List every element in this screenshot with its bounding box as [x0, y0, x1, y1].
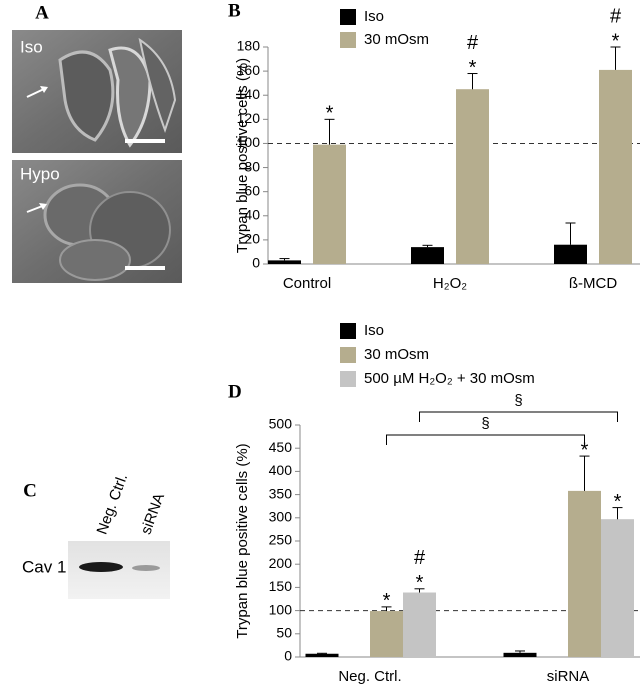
- image-label: Hypo: [20, 164, 60, 183]
- significance-mark: *: [469, 57, 477, 79]
- x-tick-label: Neg. Ctrl.: [338, 668, 401, 684]
- legend-label: Iso: [364, 8, 384, 25]
- panel-letter: C: [23, 480, 37, 501]
- micrograph: [12, 30, 182, 153]
- panel-letter: A: [35, 2, 49, 23]
- panel-letter: B: [228, 0, 241, 21]
- y-tick-label: 40: [244, 206, 260, 222]
- y-tick-label: 200: [269, 555, 293, 571]
- bar: [313, 144, 346, 264]
- bar: [411, 247, 444, 264]
- y-tick-label: 0: [252, 255, 260, 271]
- significance-mark: *: [581, 439, 589, 461]
- error-bar: [467, 73, 478, 90]
- blot: [68, 541, 170, 599]
- image-label: Iso: [20, 37, 43, 56]
- y-tick-label: 50: [276, 625, 292, 641]
- micrograph: [12, 160, 182, 283]
- significance-mark: #: [610, 5, 622, 27]
- lane-label: siRNA: [138, 491, 169, 537]
- error-bar: [381, 606, 392, 612]
- x-tick-label: ß-MCD: [569, 275, 617, 292]
- lane-label: Neg. Ctrl.: [94, 471, 132, 536]
- panel-letter: D: [228, 381, 242, 402]
- y-tick-label: 140: [237, 86, 261, 102]
- legend-label: 30 mOsm: [364, 31, 429, 48]
- y-tick-label: 350: [269, 485, 293, 501]
- y-axis-label: Trypan blue positive cells (%): [234, 443, 251, 638]
- legend-label: 500 µM H₂O₂ + 30 mOsm: [364, 370, 535, 387]
- y-tick-label: 20: [244, 231, 260, 247]
- y-tick-label: 300: [269, 509, 293, 525]
- error-bar: [565, 222, 576, 245]
- bar: [370, 611, 403, 657]
- y-axis-label: Trypan blue positive cells (%): [234, 58, 251, 253]
- legend-label: 30 mOsm: [364, 346, 429, 363]
- y-tick-label: 80: [244, 158, 260, 174]
- significance-mark: #: [467, 32, 479, 54]
- legend-swatch: [340, 9, 356, 25]
- bar: [599, 69, 632, 265]
- legend-swatch: [340, 371, 356, 387]
- bar: [305, 653, 339, 657]
- x-tick-label: siRNA: [547, 668, 590, 684]
- y-tick-label: 500: [269, 416, 293, 432]
- y-tick-label: 100: [237, 134, 261, 150]
- error-bar: [579, 455, 590, 491]
- significance-mark: *: [612, 30, 620, 52]
- bar: [456, 89, 489, 264]
- x-tick-label: H₂O₂: [433, 275, 467, 292]
- legend-swatch: [340, 347, 356, 363]
- y-tick-label: 0: [284, 648, 292, 664]
- bar: [568, 490, 601, 657]
- legend-label: Iso: [364, 322, 384, 339]
- bar: [403, 592, 436, 657]
- error-bar: [515, 650, 525, 653]
- y-tick-label: 450: [269, 439, 293, 455]
- protein-label: Cav 1: [22, 557, 66, 576]
- y-tick-label: 400: [269, 462, 293, 478]
- bar: [503, 652, 537, 657]
- significance-mark: *: [416, 572, 424, 594]
- comparison-bracket: [386, 434, 585, 445]
- y-tick-label: 100: [269, 601, 293, 617]
- x-tick-label: Control: [283, 275, 331, 292]
- legend-swatch: [340, 323, 356, 339]
- error-bar: [414, 588, 425, 593]
- comparison-label: §: [514, 392, 522, 409]
- error-bar: [610, 46, 621, 70]
- legend-swatch: [340, 32, 356, 48]
- comparison-label: §: [481, 415, 489, 432]
- y-tick-label: 60: [244, 182, 260, 198]
- significance-mark: *: [326, 103, 334, 125]
- bar: [268, 260, 301, 264]
- y-tick-label: 120: [237, 110, 261, 126]
- error-bar: [422, 244, 433, 248]
- bar: [554, 244, 587, 264]
- error-bar: [612, 507, 623, 520]
- y-tick-label: 180: [237, 38, 261, 54]
- error-bar: [279, 258, 290, 261]
- significance-mark: #: [414, 547, 426, 569]
- significance-mark: *: [614, 491, 622, 513]
- significance-mark: *: [383, 590, 391, 612]
- y-tick-label: 160: [237, 62, 261, 78]
- error-bar: [324, 118, 335, 145]
- bar: [601, 519, 634, 657]
- y-tick-label: 150: [269, 578, 293, 594]
- y-tick-label: 250: [269, 532, 293, 548]
- comparison-bracket: [419, 411, 618, 422]
